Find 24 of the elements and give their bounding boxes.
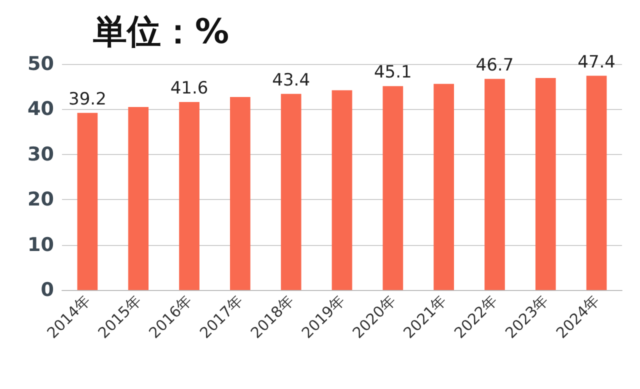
- bar: [280, 94, 302, 290]
- y-tick-label: 30: [28, 143, 54, 166]
- bar: [484, 78, 505, 290]
- chart-title: 単位：%: [93, 12, 230, 52]
- bar: [586, 76, 607, 290]
- y-tick-label: 10: [28, 234, 54, 256]
- y-tick-label: 50: [28, 53, 54, 75]
- bar: [382, 86, 404, 290]
- data-label: 46.7: [476, 55, 514, 76]
- bar: [230, 96, 250, 290]
- data-label: 39.2: [68, 89, 106, 110]
- y-tick-label: 0: [40, 279, 54, 301]
- data-label: 47.4: [578, 52, 616, 72]
- bar: [179, 102, 200, 290]
- data-label: 45.1: [374, 62, 412, 83]
- bar: [535, 78, 556, 290]
- bar: [332, 90, 352, 290]
- y-tick-label: 40: [28, 98, 54, 120]
- y-tick-label: 20: [28, 188, 54, 211]
- bar: [128, 106, 149, 290]
- data-label: 43.4: [272, 70, 310, 90]
- bar: [434, 84, 454, 290]
- data-label: 41.6: [170, 78, 208, 98]
- bar: [77, 112, 98, 290]
